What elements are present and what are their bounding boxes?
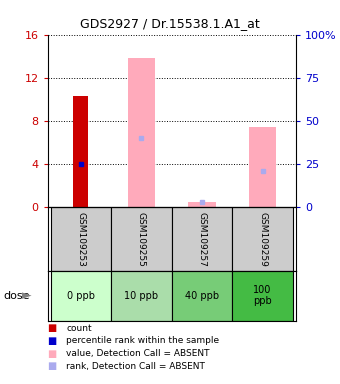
Text: count: count [66, 324, 92, 333]
Bar [232, 207, 293, 271]
Text: GSM109259: GSM109259 [258, 212, 267, 266]
Bar [172, 207, 232, 271]
Text: GDS2927 / Dr.15538.1.A1_at: GDS2927 / Dr.15538.1.A1_at [80, 17, 260, 30]
Text: 100
ppb: 100 ppb [253, 285, 272, 306]
Text: rank, Detection Call = ABSENT: rank, Detection Call = ABSENT [66, 362, 205, 371]
Bar [188, 202, 216, 207]
Text: ■: ■ [48, 349, 57, 359]
Bar [51, 271, 111, 321]
Text: GSM109255: GSM109255 [137, 212, 146, 266]
Bar [232, 271, 293, 321]
Text: 10 ppb: 10 ppb [124, 291, 158, 301]
Text: ■: ■ [48, 323, 57, 333]
Text: dose: dose [3, 291, 30, 301]
Text: ►: ► [22, 289, 32, 302]
Bar [51, 207, 111, 271]
Text: ■: ■ [48, 361, 57, 371]
Text: GSM109253: GSM109253 [76, 212, 85, 266]
Bar [111, 271, 172, 321]
Text: 40 ppb: 40 ppb [185, 291, 219, 301]
Text: percentile rank within the sample: percentile rank within the sample [66, 336, 219, 346]
Bar [249, 127, 276, 207]
Bar [111, 207, 172, 271]
Text: 0 ppb: 0 ppb [67, 291, 95, 301]
Bar [73, 96, 88, 207]
Text: value, Detection Call = ABSENT: value, Detection Call = ABSENT [66, 349, 210, 358]
Bar [172, 271, 232, 321]
Bar [128, 58, 155, 207]
Text: ■: ■ [48, 336, 57, 346]
Text: GSM109257: GSM109257 [198, 212, 206, 266]
